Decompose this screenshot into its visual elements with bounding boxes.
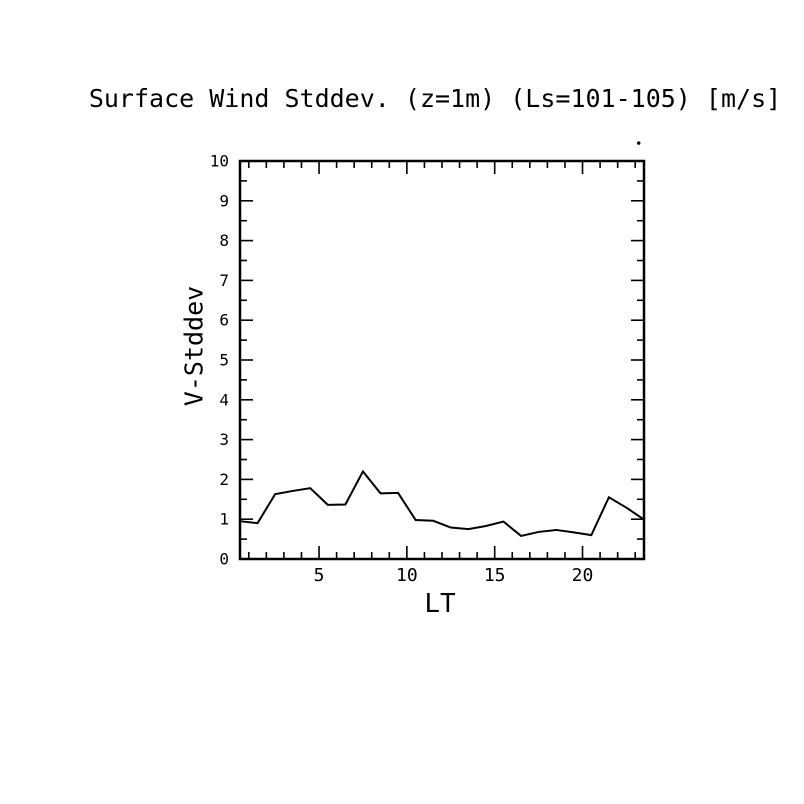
y-tick-label: 9 — [219, 191, 229, 210]
y-tick-label: 7 — [219, 271, 229, 290]
axes-box — [238, 159, 646, 561]
y-tick-label: 1 — [219, 510, 229, 529]
y-tick-label: 0 — [219, 550, 229, 569]
x-tick-label: 15 — [484, 565, 506, 586]
chart-title: Surface Wind Stddev. (z=1m) (Ls=101-105)… — [88, 84, 782, 113]
y-tick-label: 4 — [219, 390, 229, 409]
x-tick-label: 5 — [314, 565, 325, 586]
x-tick-label: 20 — [572, 565, 594, 586]
y-tick-label: 8 — [219, 231, 229, 250]
stray-dot-annotation — [637, 141, 641, 145]
data-line — [239, 469, 645, 537]
y-tick-label: 2 — [219, 470, 229, 489]
x-tick-label: 10 — [396, 565, 418, 586]
y-tick-label: 6 — [219, 311, 229, 330]
y-tick-label: 5 — [219, 351, 229, 370]
x-axis-title: LT — [424, 589, 456, 619]
y-tick-label: 3 — [219, 430, 229, 449]
y-axis-title: V-Stddev — [179, 285, 209, 407]
y-tick-label: 10 — [210, 152, 229, 171]
